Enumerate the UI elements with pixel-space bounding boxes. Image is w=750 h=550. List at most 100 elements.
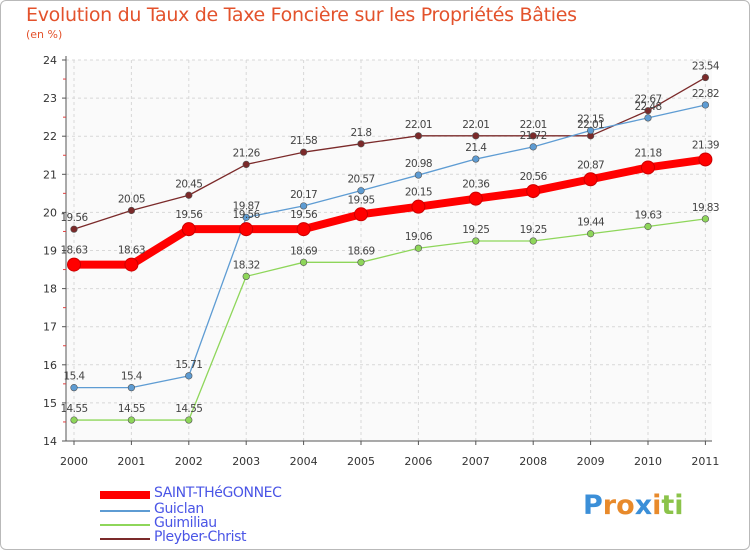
- data-label: 19.56: [233, 209, 261, 221]
- data-point: [644, 114, 652, 122]
- data-point: [357, 258, 365, 266]
- data-label: 22.01: [577, 119, 604, 131]
- data-label: 19.83: [692, 202, 719, 214]
- y-tick-label: 20: [43, 206, 57, 219]
- y-tick-label: 16: [43, 359, 57, 372]
- data-point: [529, 143, 537, 151]
- data-point: [70, 384, 78, 392]
- data-point: [70, 225, 78, 233]
- logo-letter: x: [634, 490, 653, 521]
- data-point: [468, 191, 483, 206]
- data-point: [472, 237, 480, 245]
- data-label: 20.15: [405, 187, 432, 199]
- x-tick-label: 2006: [404, 455, 432, 468]
- data-label: 21.18: [634, 147, 661, 159]
- logo-letter: i: [674, 490, 684, 521]
- x-tick-label: 2008: [519, 455, 547, 468]
- data-label: 22.82: [692, 88, 719, 100]
- x-tick-label: 2003: [232, 455, 260, 468]
- data-point: [127, 206, 135, 215]
- x-tick-label: 2010: [634, 455, 662, 468]
- data-label: 15.71: [175, 359, 202, 371]
- data-point: [641, 160, 655, 175]
- data-label: 21.8: [351, 127, 372, 139]
- data-point: [583, 172, 598, 187]
- series-line-guiclan: [74, 104, 706, 389]
- logo-letter: r: [602, 490, 617, 521]
- series-line-guimiliau: [74, 218, 706, 421]
- logo-letter: o: [616, 490, 635, 521]
- data-label: 14.55: [118, 403, 145, 415]
- data-point: [185, 416, 193, 424]
- legend-swatch: [100, 491, 150, 499]
- data-label: 20.45: [175, 178, 202, 190]
- series-line-saint-th-gonnec: [74, 155, 706, 269]
- data-label: 21.58: [290, 135, 317, 147]
- data-label: 19.56: [290, 209, 318, 221]
- data-label: 19.25: [520, 224, 547, 236]
- data-point: [124, 257, 139, 272]
- data-point: [414, 244, 423, 252]
- data-point: [698, 152, 713, 167]
- data-point: [300, 148, 308, 156]
- data-point: [586, 230, 595, 238]
- data-label: 22.67: [634, 94, 661, 106]
- data-label: 18.69: [290, 245, 317, 257]
- data-label: 22.15: [577, 113, 604, 125]
- data-point: [414, 132, 423, 140]
- data-point: [357, 187, 365, 195]
- data-label: 22.01: [462, 119, 489, 131]
- data-label: 21.72: [520, 130, 547, 142]
- data-point: [472, 155, 480, 163]
- y-tick-label: 19: [43, 245, 57, 258]
- data-label: 20.56: [520, 171, 548, 183]
- series-line-pleyber-christ: [73, 76, 706, 230]
- data-point: [181, 222, 196, 237]
- data-label: 19.95: [347, 194, 374, 206]
- data-point: [67, 257, 81, 272]
- data-point: [239, 222, 254, 237]
- y-tick-label: 21: [43, 168, 57, 181]
- data-label: 18.69: [347, 245, 374, 257]
- data-point: [296, 222, 311, 237]
- data-label: 20.98: [405, 158, 432, 170]
- data-point: [701, 215, 710, 223]
- legend-label: SAINT-THéGONNEC: [154, 485, 282, 501]
- data-label: 19.56: [60, 212, 88, 224]
- data-label: 20.57: [347, 174, 374, 186]
- logo-letter: t: [661, 490, 675, 521]
- x-tick-label: 2009: [577, 455, 605, 468]
- data-label: 15.4: [64, 371, 86, 383]
- data-point: [185, 372, 193, 380]
- proxiti-logo: Proxiti: [583, 490, 684, 521]
- data-label: 19.56: [175, 209, 203, 221]
- legend-swatch: [100, 524, 150, 526]
- data-point: [701, 73, 710, 82]
- data-point: [354, 207, 368, 222]
- data-label: 23.54: [692, 61, 720, 73]
- data-label: 22.01: [405, 119, 432, 131]
- chart-title: Evolution du Taux de Taxe Foncière sur l…: [26, 4, 577, 26]
- data-label: 21.4: [465, 142, 487, 154]
- y-tick-label: 14: [43, 435, 57, 448]
- x-tick-label: 2004: [290, 455, 318, 468]
- data-point: [357, 140, 365, 148]
- data-point: [529, 237, 537, 245]
- x-tick-label: 2011: [691, 455, 719, 468]
- legend-swatch: [100, 510, 150, 512]
- data-point: [411, 199, 426, 214]
- data-label: 20.36: [462, 179, 490, 191]
- data-label: 21.26: [233, 147, 261, 159]
- data-label: 19.63: [634, 209, 661, 221]
- data-label: 22.48: [634, 101, 661, 113]
- legend-swatch: [100, 538, 150, 540]
- x-tick-label: 2005: [347, 455, 375, 468]
- y-tick-label: 15: [43, 397, 57, 410]
- data-point: [586, 126, 595, 135]
- data-point: [644, 107, 652, 115]
- data-label: 20.87: [577, 159, 604, 171]
- data-point: [300, 202, 308, 210]
- data-label: 19.87: [233, 200, 260, 212]
- data-point: [127, 416, 135, 424]
- unit-label: (en %): [26, 28, 63, 41]
